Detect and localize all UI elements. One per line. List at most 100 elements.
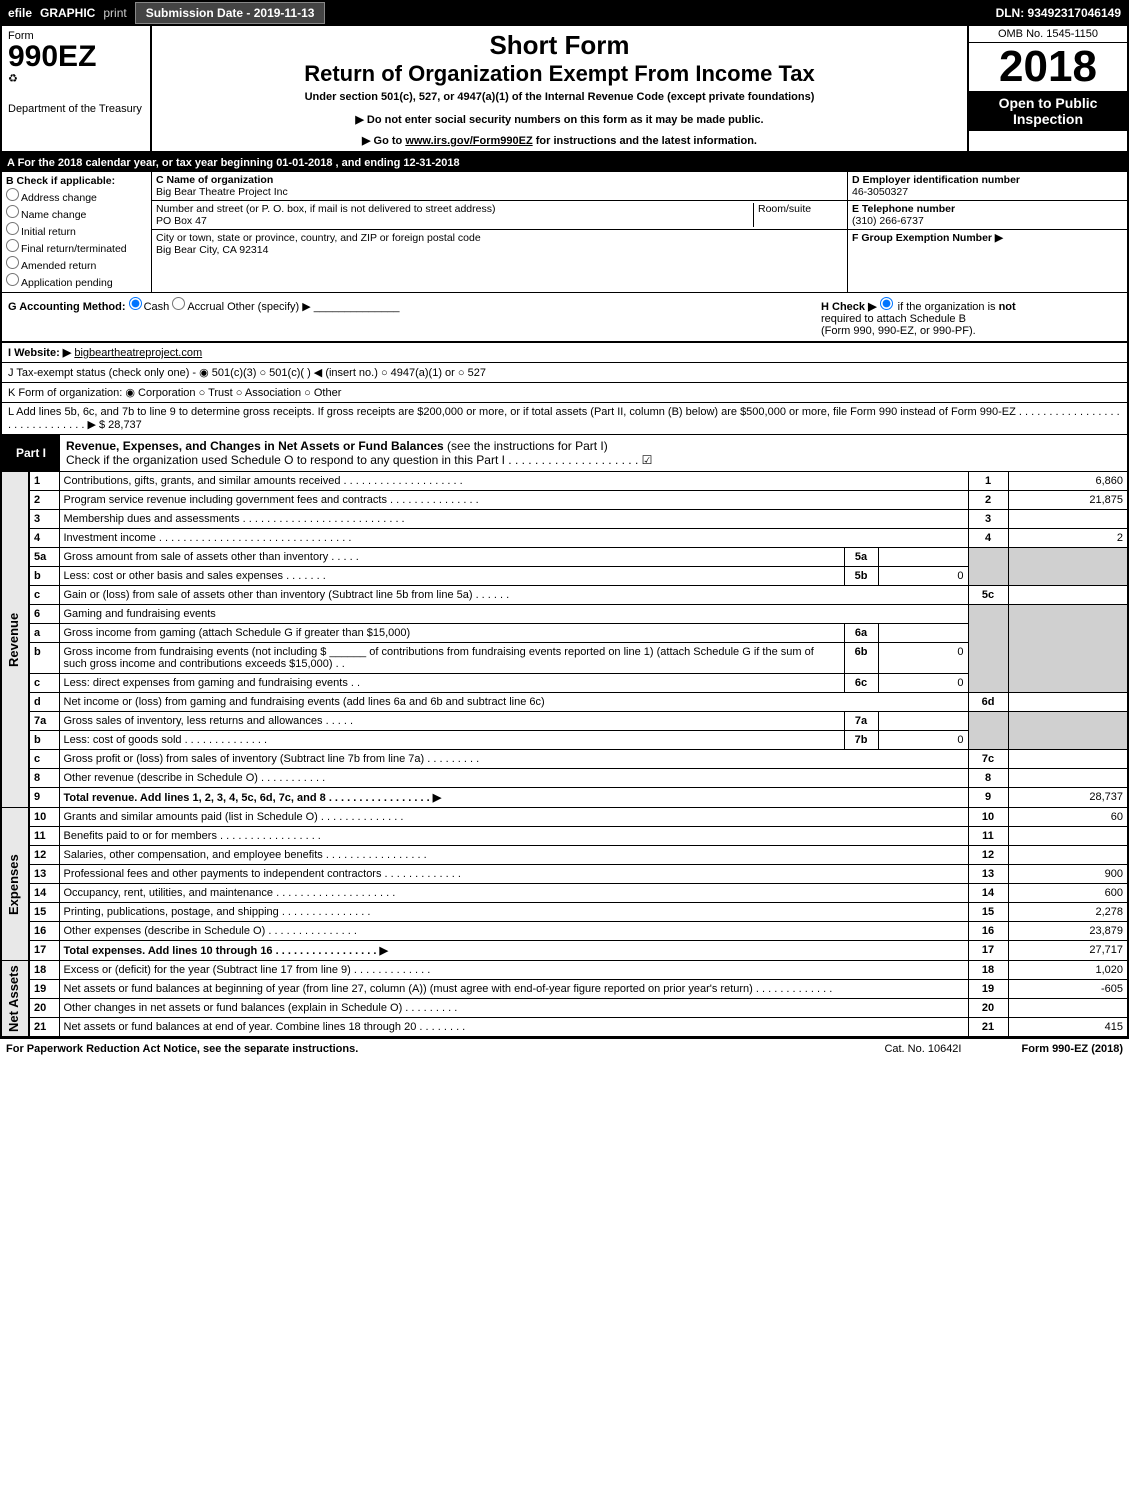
subbox: 5a [844, 548, 878, 567]
line-box: 11 [968, 827, 1008, 846]
line-amt: 28,737 [1008, 788, 1128, 808]
part-1-title-rest: (see the instructions for Part I) [447, 439, 608, 453]
line-desc: Gross income from fundraising events (no… [59, 643, 844, 674]
line-desc: Excess or (deficit) for the year (Subtra… [59, 961, 968, 980]
line-amt [1008, 769, 1128, 788]
line-desc: Gross sales of inventory, less returns a… [59, 712, 844, 731]
amended-return-label: Amended return [21, 260, 96, 272]
amended-return-radio[interactable] [6, 256, 19, 269]
grey-cell [968, 548, 1008, 586]
line-num: c [29, 750, 59, 769]
recycle-icon: ♻ [8, 73, 18, 85]
line-num: 14 [29, 884, 59, 903]
footer: For Paperwork Reduction Act Notice, see … [0, 1037, 1129, 1059]
goto-line: ▶ Go to www.irs.gov/Form990EZ for instru… [162, 134, 957, 147]
ein-value: 46-3050327 [852, 186, 908, 198]
line-k: K Form of organization: ◉ Corporation ○ … [0, 383, 1129, 403]
subamt: 0 [878, 567, 968, 586]
line-num: 21 [29, 1018, 59, 1037]
subamt [878, 548, 968, 567]
form-header: Form 990EZ ♻ Department of the Treasury … [0, 26, 1129, 153]
line-desc: Net assets or fund balances at end of ye… [59, 1018, 968, 1037]
line-box: 1 [968, 472, 1008, 491]
line-box: 5c [968, 586, 1008, 605]
line-amt [1008, 510, 1128, 529]
line-desc: Program service revenue including govern… [59, 491, 968, 510]
line-desc: Other expenses (describe in Schedule O) … [59, 922, 968, 941]
name-change-label: Name change [21, 209, 86, 221]
line-box: 7c [968, 750, 1008, 769]
line-num: 11 [29, 827, 59, 846]
line-num: b [29, 643, 59, 674]
accrual-label: Accrual [187, 301, 224, 313]
line-num: 12 [29, 846, 59, 865]
line-desc: Benefits paid to or for members . . . . … [59, 827, 968, 846]
entity-row: B Check if applicable: Address change Na… [0, 172, 1129, 292]
line-amt: -605 [1008, 980, 1128, 999]
form-id-col: Form 990EZ ♻ Department of the Treasury [2, 26, 152, 151]
h-text2: (Form 990, 990-EZ, or 990-PF). [821, 325, 976, 337]
line-box: 13 [968, 865, 1008, 884]
initial-return-radio[interactable] [6, 222, 19, 235]
app-pending-radio[interactable] [6, 273, 19, 286]
h-check-radio[interactable] [880, 297, 893, 310]
line-box: 4 [968, 529, 1008, 548]
submission-date: Submission Date - 2019-11-13 [135, 2, 326, 24]
grey-cell [1008, 712, 1128, 750]
line-desc: Professional fees and other payments to … [59, 865, 968, 884]
final-return-radio[interactable] [6, 239, 19, 252]
website-value[interactable]: bigbeartheatreproject.com [74, 347, 202, 359]
irs-link[interactable]: www.irs.gov/Form990EZ [405, 135, 532, 147]
line-box: 18 [968, 961, 1008, 980]
line-box: 8 [968, 769, 1008, 788]
line-num: 20 [29, 999, 59, 1018]
omb-number: OMB No. 1545-1150 [969, 26, 1127, 43]
line-box: 19 [968, 980, 1008, 999]
line-desc: Gross profit or (loss) from sales of inv… [59, 750, 968, 769]
line-num: 3 [29, 510, 59, 529]
subamt [878, 624, 968, 643]
part-1-title-bold: Revenue, Expenses, and Changes in Net As… [66, 439, 444, 453]
line-num: 8 [29, 769, 59, 788]
dept-treasury: Department of the Treasury [8, 103, 144, 115]
print-label[interactable]: print [103, 6, 134, 20]
line-desc: Occupancy, rent, utilities, and maintena… [59, 884, 968, 903]
short-form-title: Short Form [162, 30, 957, 61]
paperwork-notice: For Paperwork Reduction Act Notice, see … [6, 1043, 358, 1055]
line-num: 18 [29, 961, 59, 980]
e-label: E Telephone number [852, 203, 955, 215]
cash-radio[interactable] [129, 297, 142, 310]
address-change-radio[interactable] [6, 188, 19, 201]
line-desc: Net income or (loss) from gaming and fun… [59, 693, 968, 712]
line-desc: Other revenue (describe in Schedule O) .… [59, 769, 968, 788]
subbox: 7a [844, 712, 878, 731]
name-change-radio[interactable] [6, 205, 19, 218]
line-desc: Gaming and fundraising events [59, 605, 968, 624]
row-a-calendar: A For the 2018 calendar year, or tax yea… [0, 153, 1129, 172]
open-to-public: Open to Public Inspection [969, 91, 1127, 131]
line-box: 20 [968, 999, 1008, 1018]
accrual-radio[interactable] [172, 297, 185, 310]
right-col: D Employer identification number 46-3050… [847, 172, 1127, 292]
form-ref: Form 990-EZ (2018) [1022, 1043, 1124, 1055]
initial-return-label: Initial return [21, 226, 76, 238]
phone-value: (310) 266-6737 [852, 215, 924, 227]
line-amt [1008, 827, 1128, 846]
line-g-h: G Accounting Method: Cash Accrual Other … [0, 292, 1129, 343]
line-box: 17 [968, 941, 1008, 961]
part-1-header: Part I Revenue, Expenses, and Changes in… [0, 435, 1129, 471]
i-label: I Website: ▶ [8, 347, 71, 359]
h-block: H Check ▶ if the organization is not if … [821, 297, 1121, 337]
line-box: 14 [968, 884, 1008, 903]
line-box: 16 [968, 922, 1008, 941]
line-j: J Tax-exempt status (check only one) - ◉… [0, 363, 1129, 383]
checks-col: B Check if applicable: Address change Na… [2, 172, 152, 292]
line-desc: Salaries, other compensation, and employ… [59, 846, 968, 865]
line-num: 15 [29, 903, 59, 922]
line-box: 10 [968, 808, 1008, 827]
grey-cell [1008, 548, 1128, 586]
line-desc: Total expenses. Add lines 10 through 16 … [59, 941, 968, 961]
line-num: 5a [29, 548, 59, 567]
subbox: 6b [844, 643, 878, 674]
line-amt: 6,860 [1008, 472, 1128, 491]
